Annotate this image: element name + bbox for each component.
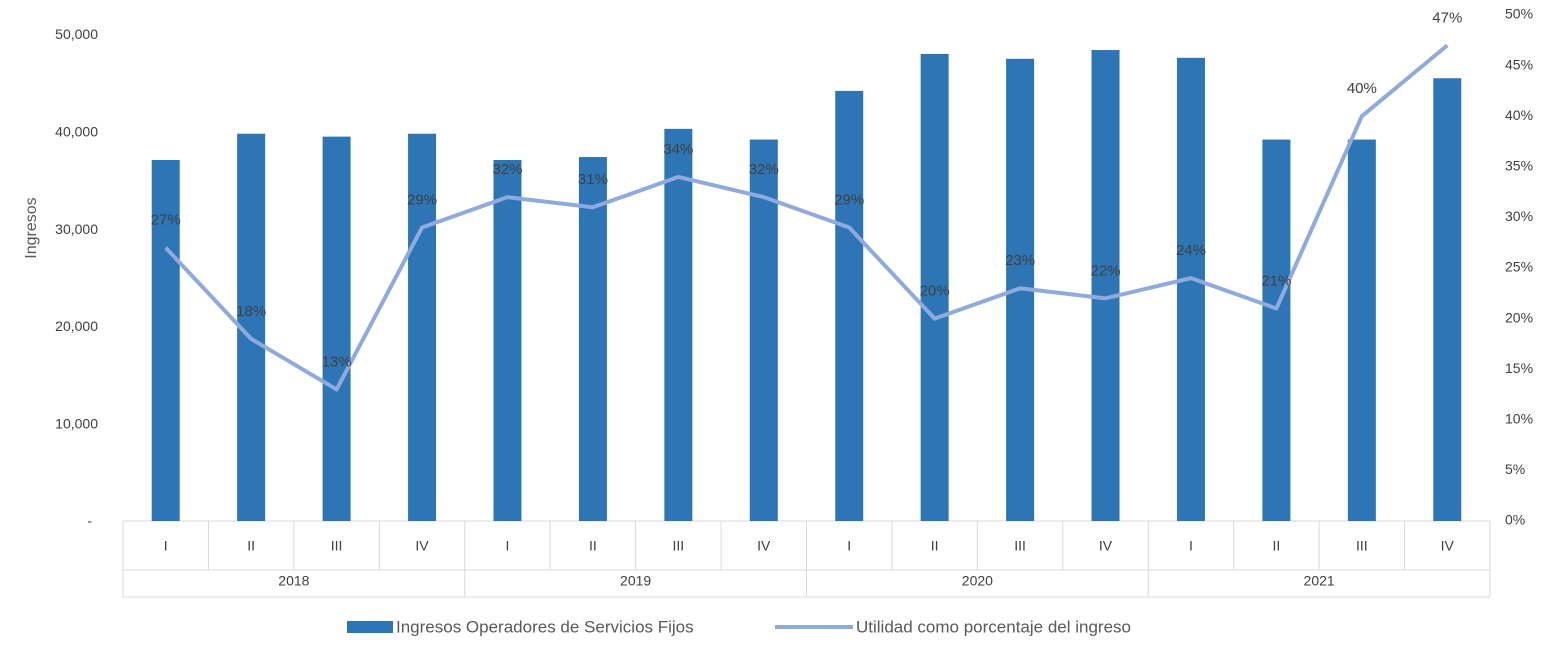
y2-tick-label: 5% xyxy=(1505,461,1525,477)
data-label: 34% xyxy=(663,141,693,158)
y2-tick-label: 10% xyxy=(1505,411,1533,427)
x-group-label: 2020 xyxy=(962,573,993,589)
x-tick-label: III xyxy=(673,538,685,554)
bar xyxy=(322,136,351,521)
bar xyxy=(151,159,180,521)
y2-tick-label: 30% xyxy=(1505,208,1533,224)
x-tick-label: II xyxy=(931,538,939,554)
x-tick-label: I xyxy=(506,538,510,554)
x-tick-label: IV xyxy=(1441,538,1455,554)
line-series xyxy=(164,43,1449,392)
bar xyxy=(1433,78,1462,521)
data-label: 40% xyxy=(1347,80,1377,97)
bar xyxy=(1262,139,1291,522)
data-label: 29% xyxy=(834,191,864,208)
x-tick-label: II xyxy=(589,538,597,554)
x-tick-label: I xyxy=(1189,538,1193,554)
y2-tick-label: 40% xyxy=(1505,107,1533,123)
y2-tick-label: 20% xyxy=(1505,309,1533,325)
y-tick-label: 30,000 xyxy=(55,221,98,237)
y2-tick-label: 35% xyxy=(1505,158,1533,174)
y2-tick-label: 50% xyxy=(1505,6,1533,22)
bar xyxy=(1091,50,1120,522)
x-tick-label: I xyxy=(847,538,851,554)
data-label: 32% xyxy=(492,161,522,178)
y-tick-label: 10,000 xyxy=(55,415,98,431)
x-tick-label: IV xyxy=(1099,538,1113,554)
bar xyxy=(408,133,437,521)
x-tick-label: IV xyxy=(415,538,429,554)
bar xyxy=(749,139,778,522)
y-tick-label: - xyxy=(87,513,92,529)
y-tick-label: 20,000 xyxy=(55,318,98,334)
y-axis-label: Ingresos xyxy=(23,197,40,258)
y-tick-label: 50,000 xyxy=(55,26,98,42)
data-label: 27% xyxy=(151,212,181,229)
bar xyxy=(664,128,693,521)
legend-label: Ingresos Operadores de Servicios Fijos xyxy=(396,617,694,636)
bar xyxy=(493,159,522,521)
x-tick-label: III xyxy=(331,538,343,554)
data-label: 47% xyxy=(1432,9,1462,26)
data-label: 31% xyxy=(578,171,608,188)
x-group-label: 2018 xyxy=(278,573,309,589)
x-tick-label: II xyxy=(1273,538,1281,554)
x-tick-label: III xyxy=(1356,538,1368,554)
data-label: 20% xyxy=(920,283,950,300)
data-label: 24% xyxy=(1176,242,1206,259)
bar xyxy=(920,53,949,522)
legend-label: Utilidad como porcentaje del ingreso xyxy=(856,617,1131,636)
data-label: 32% xyxy=(749,161,779,178)
bar xyxy=(1347,139,1376,522)
data-label: 23% xyxy=(1005,252,1035,269)
y2-tick-label: 25% xyxy=(1505,259,1533,275)
data-label: 22% xyxy=(1091,262,1121,279)
data-label: 18% xyxy=(236,303,266,320)
y2-tick-label: 0% xyxy=(1505,512,1525,528)
data-label: 21% xyxy=(1261,272,1291,289)
bar xyxy=(835,90,864,522)
bar xyxy=(578,157,607,522)
x-tick-label: II xyxy=(247,538,255,554)
data-label: 29% xyxy=(407,191,437,208)
legend-swatch xyxy=(347,621,393,633)
x-group-label: 2019 xyxy=(620,573,651,589)
data-label: 13% xyxy=(322,353,352,370)
x-tick-label: IV xyxy=(757,538,771,554)
x-tick-label: III xyxy=(1014,538,1026,554)
x-tick-label: I xyxy=(164,538,168,554)
y-tick-label: 40,000 xyxy=(55,123,98,139)
bar xyxy=(1176,57,1205,522)
x-group-label: 2021 xyxy=(1304,573,1335,589)
y2-tick-label: 45% xyxy=(1505,56,1533,72)
y2-tick-label: 15% xyxy=(1505,360,1533,376)
